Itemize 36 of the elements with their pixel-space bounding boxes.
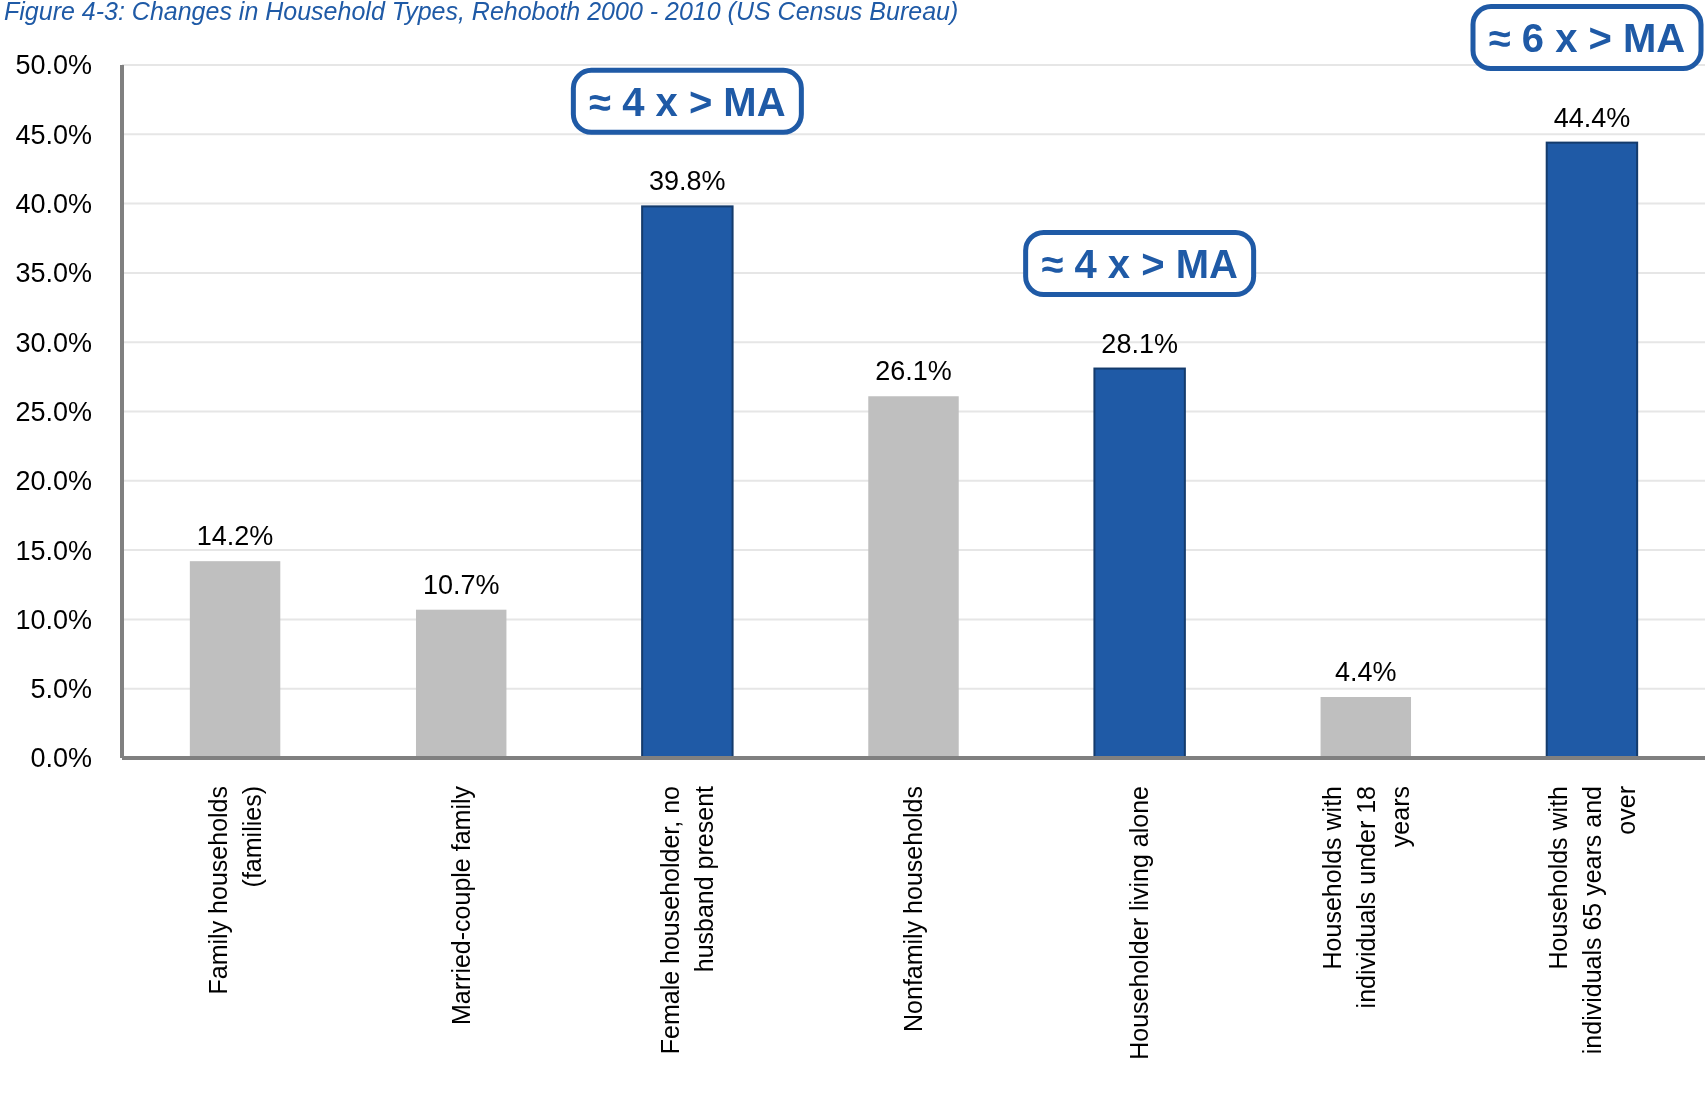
y-tick-label: 0.0% xyxy=(30,743,92,774)
bar xyxy=(189,561,281,758)
y-tick-label: 40.0% xyxy=(15,189,92,220)
data-label: 10.7% xyxy=(422,569,500,600)
y-tick-label: 20.0% xyxy=(15,466,92,497)
bar xyxy=(641,205,734,759)
x-tick-label: Households with individuals 65 years and over xyxy=(1543,786,1640,1055)
y-tick-label: 50.0% xyxy=(15,50,92,81)
x-tick-label: Female householder, no husband present xyxy=(656,785,719,1055)
bar xyxy=(868,396,959,758)
x-tick-label: Family households (families) xyxy=(203,786,266,995)
data-label: 14.2% xyxy=(196,521,274,552)
y-tick-label: 25.0% xyxy=(15,396,92,427)
x-tick-label: Households with individuals under 18 years xyxy=(1317,786,1414,1009)
x-tick-label: Married-couple family xyxy=(446,785,475,1025)
bar xyxy=(1093,367,1186,759)
y-tick-label: 35.0% xyxy=(15,258,92,289)
chart-title: Figure 4-3: Changes in Household Types, Rehoboth 2000 - 2010 (US Census Bureau) xyxy=(4,0,959,25)
data-label: 26.1% xyxy=(875,356,952,387)
data-label: 44.4% xyxy=(1553,102,1631,133)
annotation: ≈ 4 x > MA xyxy=(1041,241,1238,286)
bar xyxy=(415,609,507,758)
data-label: 28.1% xyxy=(1101,328,1178,359)
y-tick-label: 5.0% xyxy=(30,674,92,705)
annotation: ≈ 6 x > MA xyxy=(1488,16,1686,61)
x-tick-label: Nonfamily households xyxy=(899,786,928,1032)
x-tick-label: Householder living alone xyxy=(1125,786,1154,1060)
y-tick-label: 45.0% xyxy=(15,119,92,150)
y-tick-label: 30.0% xyxy=(15,327,92,358)
data-label: 4.4% xyxy=(1335,657,1397,688)
bar xyxy=(1545,141,1639,759)
bar xyxy=(1320,697,1412,758)
y-tick-label: 15.0% xyxy=(15,535,92,566)
data-label: 39.8% xyxy=(649,166,726,197)
y-tick-label: 10.0% xyxy=(15,604,92,635)
annotation: ≈ 4 x > MA xyxy=(589,79,786,124)
